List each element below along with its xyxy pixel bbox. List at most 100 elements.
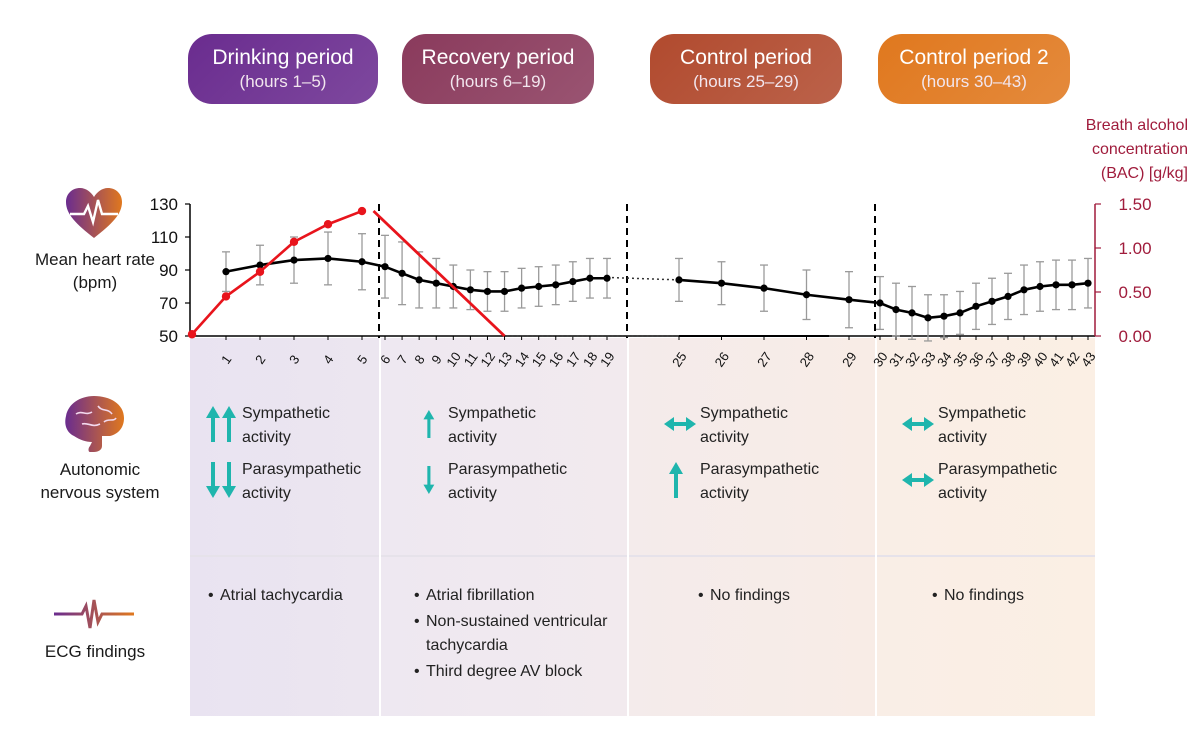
x-tick-label: 10 — [443, 349, 464, 369]
bac-point — [357, 206, 367, 216]
ans-label: Sympathetic activity — [242, 405, 331, 446]
period-title: Control period 2 — [899, 46, 1049, 69]
column-bg-drinking — [190, 338, 379, 716]
x-tick-label: 31 — [886, 349, 907, 369]
hr-point — [876, 299, 884, 307]
x-tick-label: 41 — [1046, 349, 1067, 369]
y2-tick-label: 0.50 — [1118, 283, 1151, 302]
period-drinking: Drinking period (hours 1–5) — [188, 34, 378, 104]
bac-point — [323, 220, 333, 229]
ans-parasympathetic-control: Parasympathetic activity — [662, 458, 830, 506]
down-arrow-icon — [423, 466, 435, 494]
x-tick-label: 28 — [797, 349, 818, 369]
heart-rate-row-label: Mean heart rate (bpm) — [34, 250, 155, 292]
x-tick-label: 17 — [563, 349, 584, 369]
hr-point — [290, 256, 298, 264]
hr-point — [432, 279, 440, 287]
ans-sympathetic-drinking: Sympathetic activity — [204, 402, 352, 450]
x-tick-label: 43 — [1078, 349, 1099, 369]
x-tick-label: 6 — [377, 352, 393, 367]
ans-sympathetic-control-2: Sympathetic activity — [900, 402, 1048, 450]
up-arrow-icon — [669, 462, 683, 498]
column-divider — [627, 338, 629, 716]
left-right-arrow-icon — [902, 473, 934, 487]
ecg-cell-control-2: No findings — [932, 584, 1072, 610]
brain-icon — [65, 396, 124, 452]
ans-label: Parasympathetic activity — [448, 461, 568, 502]
y-tick-label: 110 — [151, 228, 178, 247]
column-divider — [875, 338, 877, 716]
x-tick-label: 7 — [394, 352, 410, 367]
double-down-arrow-icon — [206, 462, 236, 498]
hr-point — [324, 254, 332, 263]
up-arrow-icon — [423, 410, 435, 438]
bac-axis-title-line: Breath alcohol — [1085, 117, 1188, 134]
ans-label: Sympathetic activity — [700, 405, 789, 446]
hr-point — [675, 276, 683, 284]
x-tick-label: 19 — [597, 349, 618, 369]
period-control-2: Control period 2 (hours 30–43) — [878, 34, 1070, 104]
ecg-finding: Non-sustained ventricular tachycardia — [414, 610, 614, 658]
hr-point — [381, 263, 389, 271]
x-tick-label: 32 — [902, 349, 923, 369]
row-divider — [190, 555, 1095, 557]
ans-parasympathetic-recovery: Parasympathetic activity — [418, 458, 578, 506]
x-tick-label: 34 — [934, 349, 955, 369]
hr-point — [222, 268, 230, 276]
hr-point — [1020, 286, 1028, 294]
x-tick-label: 30 — [870, 349, 891, 369]
ecg-finding: Third degree AV block — [414, 660, 614, 684]
hr-point — [398, 269, 406, 277]
bac-axis-title: Breath alcohol concentration (BAC) [g/kg… — [1040, 114, 1188, 186]
bac-axis-title-line: concentration — [1091, 141, 1188, 158]
x-tick-label: 27 — [754, 349, 775, 369]
x-tick-label: 15 — [529, 349, 550, 369]
hr-point — [358, 258, 366, 266]
y-tick-label: 130 — [150, 195, 178, 214]
period-title: Control period — [680, 46, 812, 69]
hr-series-line — [225, 257, 607, 293]
period-subtitle: (hours 6–19) — [449, 72, 547, 91]
bac-axis-title-line: (BAC) [g/kg] — [1100, 165, 1188, 182]
x-tick-label: 9 — [428, 352, 444, 367]
period-subtitle: (hours 25–29) — [693, 72, 799, 91]
x-tick-label: 36 — [966, 349, 987, 369]
y2-tick-label: 1.00 — [1118, 239, 1151, 258]
hr-point — [892, 306, 900, 314]
hr-point — [956, 309, 964, 317]
hr-point — [972, 302, 980, 310]
hr-point — [1068, 281, 1076, 289]
hr-point — [415, 276, 423, 284]
x-tick-label: 38 — [998, 349, 1019, 369]
period-subtitle: (hours 30–43) — [921, 72, 1027, 91]
hr-point — [760, 284, 768, 292]
period-recovery: Recovery period (hours 6–19) — [402, 34, 594, 104]
hr-point — [940, 312, 948, 320]
ans-label: Sympathetic activity — [938, 405, 1027, 446]
hr-gap-dotted-line — [606, 276, 680, 281]
x-tick-label: 26 — [712, 349, 733, 369]
x-tick-label: 35 — [950, 349, 971, 369]
hr-point — [586, 274, 594, 282]
hr-point — [1036, 282, 1044, 291]
x-tick-label: 25 — [669, 349, 690, 369]
hr-point — [802, 291, 811, 299]
y-tick-label: 50 — [159, 327, 178, 346]
hr-point — [717, 279, 726, 287]
hr-point — [603, 274, 611, 282]
hr-point — [1004, 292, 1012, 300]
ecg-cell-recovery: Atrial fibrillation Non-sustained ventri… — [414, 584, 614, 686]
x-tick-label: 42 — [1062, 349, 1083, 369]
y2-tick-label: 1.50 — [1118, 195, 1151, 214]
ecg-row-label: ECG findings — [44, 642, 146, 661]
ans-row-label: Autonomic nervous system — [40, 460, 160, 502]
bac-point — [255, 267, 265, 276]
ans-label: Parasympathetic activity — [700, 461, 820, 502]
ans-sympathetic-recovery: Sympathetic activity — [418, 402, 558, 450]
hr-point — [924, 314, 932, 322]
period-control: Control period (hours 25–29) — [650, 34, 842, 104]
heart-pulse-icon — [66, 188, 122, 238]
hr-point — [518, 284, 526, 292]
period-title: Recovery period — [421, 46, 575, 69]
